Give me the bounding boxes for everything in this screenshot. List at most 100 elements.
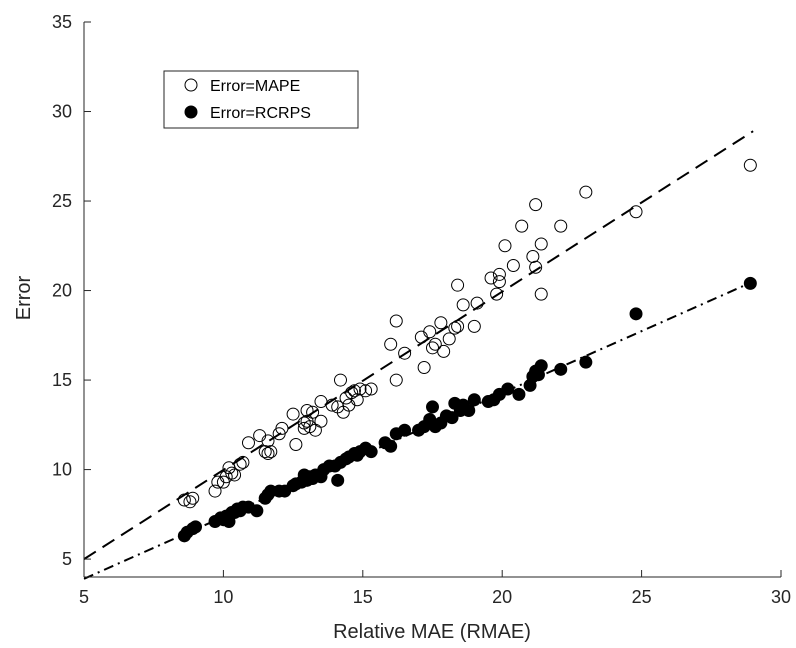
mape-point (470, 296, 484, 310)
mape-point (515, 219, 529, 233)
mape-point (456, 298, 470, 312)
mape-point (398, 346, 412, 360)
rcrps-point (189, 520, 203, 534)
legend-label-rcrps: Error=RCRPS (210, 105, 311, 122)
mape-point (554, 219, 568, 233)
mape-point (347, 384, 361, 398)
mape-point (228, 468, 242, 482)
mape-point (261, 434, 275, 448)
y-tick-label: 10 (52, 460, 72, 480)
rcrps-point (554, 362, 568, 376)
mape-point (448, 321, 462, 335)
y-tick-label: 20 (52, 281, 72, 301)
mape-point (359, 384, 373, 398)
legend-box (163, 70, 359, 129)
mape-point (275, 421, 289, 435)
mape-point (498, 239, 512, 253)
x-tick-label: 25 (632, 587, 652, 607)
mape-point (297, 421, 311, 435)
mape-point (534, 237, 548, 251)
mape-point (389, 314, 403, 328)
mape-point (629, 205, 643, 219)
mape-point (743, 158, 757, 172)
mape-point (225, 466, 239, 480)
mape-point (325, 398, 339, 412)
y-ticks: 5 10 15 20 25 30 35 (52, 12, 91, 569)
rcrps-point (398, 423, 412, 437)
mape-point (233, 457, 247, 471)
y-tick-label: 30 (52, 102, 72, 122)
rcrps-point (579, 355, 593, 369)
mape-point (384, 337, 398, 351)
mape-point (350, 393, 364, 407)
mape-point (529, 198, 543, 212)
mape-point (258, 445, 272, 459)
mape-point (300, 404, 314, 417)
rcrps-point (501, 382, 515, 396)
y-tick-label: 25 (52, 191, 72, 211)
rcrps-point (743, 276, 757, 290)
rcrps-point (250, 504, 264, 518)
mape-point (183, 495, 197, 509)
mape-point (492, 275, 506, 289)
x-ticks: 5 10 15 20 25 30 (79, 570, 791, 607)
mape-point (451, 319, 465, 333)
mape-point (437, 344, 451, 358)
x-tick-label: 10 (213, 587, 233, 607)
y-tick-label: 35 (52, 12, 72, 32)
rcrps-point (384, 439, 398, 453)
x-axis-label: Relative MAE (RMAE) (333, 621, 531, 643)
y-axis-label: Error (13, 275, 35, 320)
mape-point (353, 382, 367, 396)
mape-point (286, 407, 300, 421)
mape-point (186, 491, 200, 505)
mape-point (529, 260, 543, 274)
mape-point (506, 258, 520, 272)
mape-point (177, 493, 191, 507)
legend-marker-rcrps (184, 105, 198, 119)
mape-point (451, 278, 465, 292)
mape-point (306, 405, 320, 419)
mape-point (417, 361, 431, 375)
mape-point (289, 438, 303, 452)
y-tick-label: 5 (62, 549, 72, 569)
mape-trend-line (83, 130, 754, 560)
rcrps-point (445, 411, 459, 425)
x-tick-label: 5 (79, 587, 89, 607)
rcrps-point (512, 387, 526, 401)
mape-point (526, 250, 540, 264)
mape-point (428, 337, 442, 351)
mape-point (490, 287, 504, 301)
x-tick-label: 30 (771, 587, 791, 607)
mape-point (492, 267, 506, 281)
legend-label-mape: Error=MAPE (210, 78, 300, 95)
mape-point (241, 436, 255, 450)
data-points (177, 158, 757, 543)
y-tick-label: 15 (52, 370, 72, 390)
mape-point (236, 455, 250, 469)
legend: Error=MAPE Error=RCRPS (163, 70, 359, 129)
rcrps-point (426, 400, 439, 414)
mape-point (389, 373, 403, 387)
x-tick-label: 15 (353, 587, 373, 607)
mape-point (467, 319, 481, 333)
rcrps-point (467, 393, 481, 407)
rcrps-point (364, 445, 378, 459)
x-tick-label: 20 (492, 587, 512, 607)
mape-point (423, 325, 437, 339)
rcrps-point (629, 307, 643, 321)
rcrps-trend-line (83, 280, 754, 580)
axes (83, 22, 781, 578)
mape-point (261, 446, 275, 460)
mape-point (442, 332, 456, 346)
mape-point (264, 445, 278, 459)
mape-point (579, 185, 593, 199)
mape-point (333, 373, 347, 387)
mape-point (534, 287, 548, 301)
legend-marker-mape (184, 78, 198, 92)
rcrps-point (534, 359, 548, 373)
rcrps-point (462, 404, 476, 417)
rcrps-point (331, 473, 345, 487)
mape-point (314, 414, 328, 428)
